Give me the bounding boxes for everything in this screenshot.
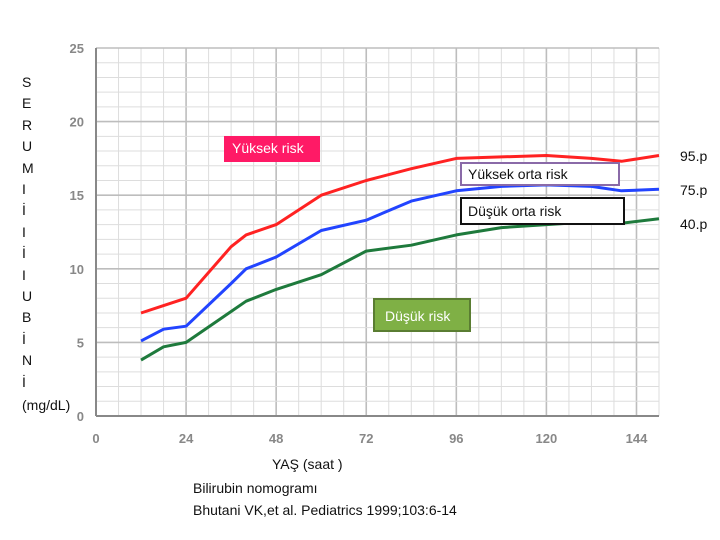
y-axis-letter: N [22,352,33,369]
zone-label-low-risk: Düşük risk [373,298,471,332]
y-axis-letter: S [22,74,32,90]
y-axis-letter: İ [22,330,26,347]
series-line-0 [140,154,660,315]
series-label-95p: 95.p [680,148,708,164]
y-axis-letter: E [22,95,32,112]
zone-label-low-mid-risk: Düşük orta risk [460,197,625,225]
x-tick-label: 120 [536,431,558,446]
x-tick-label: 72 [359,431,373,446]
y-axis-unit: (mg/dL) [22,397,71,413]
y-axis-letter: R [22,116,33,133]
y-tick-label: 20 [70,115,84,130]
zone-label-high-risk: Yüksek risk [224,136,320,162]
y-axis-letter: M [22,159,34,176]
tick-labels: 0 24 48 72 96 120 144 0 5 10 15 20 25 [70,41,649,446]
y-axis-letter: İ [22,373,26,390]
caption-title: Bilirubin nomogramı [193,480,318,496]
y-tick-label: 10 [70,262,84,277]
zone-label-high-mid-risk: Yüksek orta risk [460,162,620,186]
x-tick-label: 24 [179,431,194,446]
x-tick-label: 96 [449,431,463,446]
caption-source: Bhutani VK,et al. Pediatrics 1999;103:6-… [193,502,457,518]
y-tick-label: 0 [77,409,84,424]
y-axis-letter: B [22,309,32,326]
y-axis-letter: I [22,223,26,240]
x-tick-label: 0 [92,431,99,446]
series-label-75p: 75.p [680,182,708,198]
y-axis-letter: U [22,138,33,155]
series-line-2 [140,217,660,362]
y-axis-letter: İ [22,202,26,219]
axes [95,48,659,417]
y-tick-label: 25 [70,41,84,56]
y-tick-label: 5 [77,335,84,350]
x-axis-label: YAŞ (saat ) [272,456,343,472]
y-axis-letter: U [22,288,33,305]
y-axis-letter: İ [22,245,26,262]
y-tick-label: 15 [70,188,84,203]
y-axis-letter: I [22,181,26,198]
x-tick-label: 144 [626,431,648,446]
grid [95,47,660,417]
series-label-40p: 40.p [680,216,708,232]
x-tick-label: 48 [269,431,283,446]
y-axis-letter: I [22,266,26,283]
